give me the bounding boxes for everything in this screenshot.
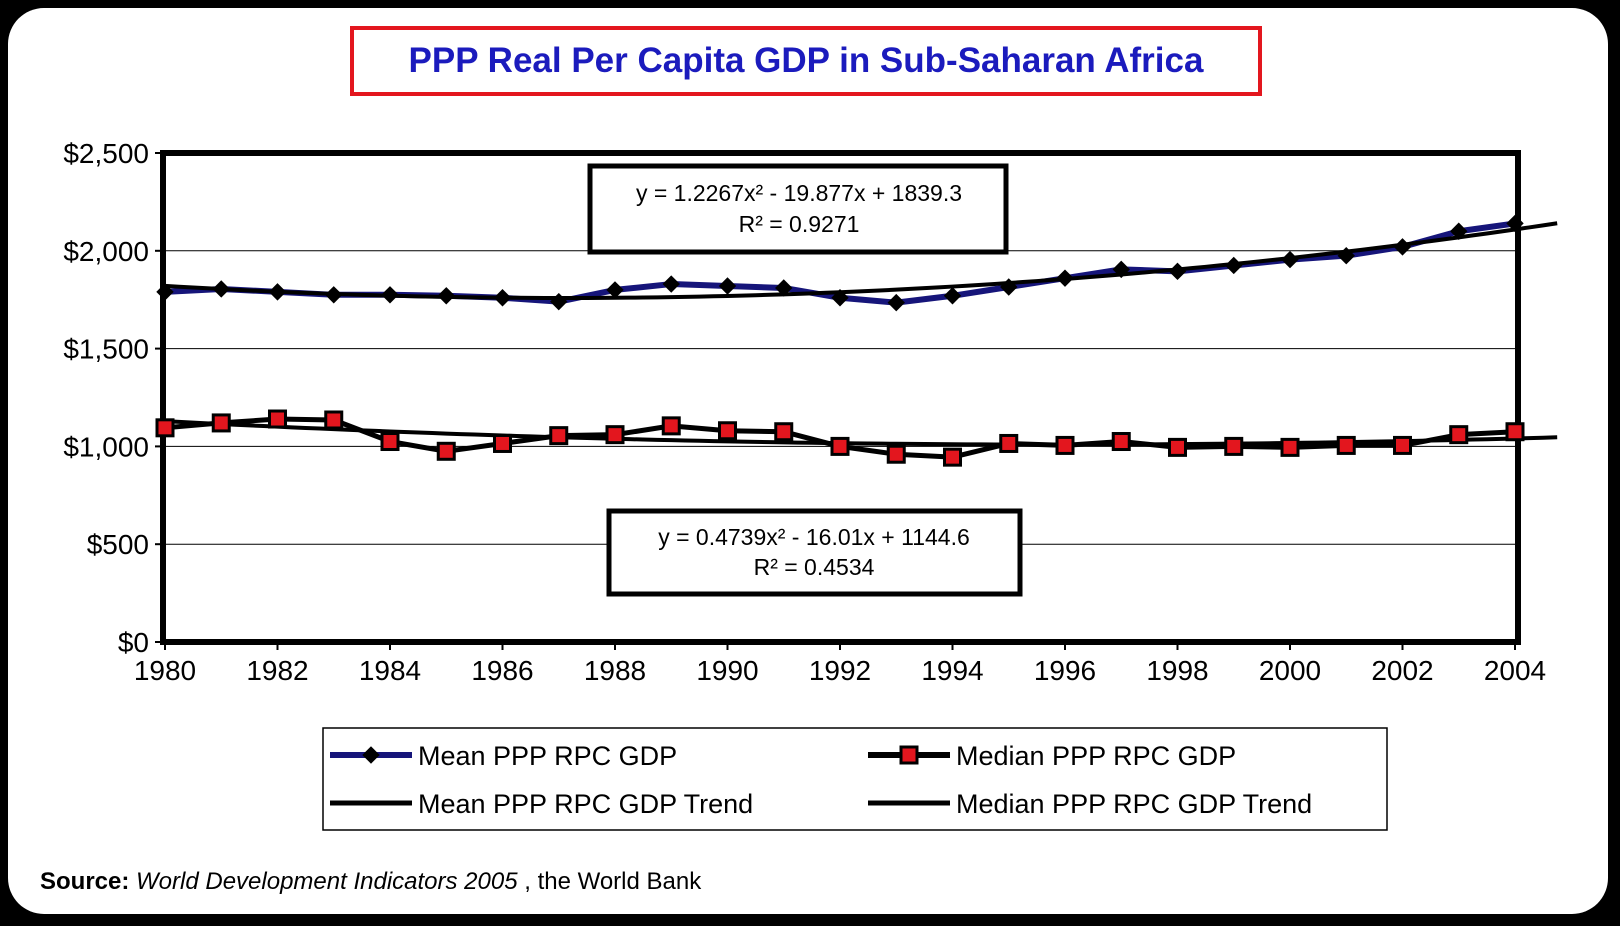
x-tick-label: 2002 xyxy=(1371,655,1433,686)
median-point xyxy=(268,409,287,429)
median-point xyxy=(830,436,850,456)
source-rest: , the World Bank xyxy=(517,868,702,895)
median-point xyxy=(1224,436,1244,456)
median-point xyxy=(774,422,794,442)
chart-title: PPP Real Per Capita GDP in Sub-Saharan A… xyxy=(408,41,1204,80)
x-tick-label: 2000 xyxy=(1259,655,1321,686)
legend: Mean PPP RPC GDP Median PPP RPC GDP Mean… xyxy=(322,727,1388,831)
median-point xyxy=(605,425,625,445)
mean-point xyxy=(831,289,849,307)
y-tick-label: $1,000 xyxy=(63,431,149,462)
mean-point xyxy=(493,289,512,307)
legend-label-median-trend: Median PPP RPC GDP Trend xyxy=(956,789,1312,819)
x-tick-label: 1996 xyxy=(1034,655,1096,686)
y-tick-label: $500 xyxy=(87,529,149,560)
mean-point xyxy=(1168,262,1187,281)
series-layer xyxy=(155,214,1558,467)
median-point xyxy=(1393,435,1412,455)
median-point xyxy=(1055,435,1075,455)
x-tick-label: 1988 xyxy=(584,655,646,686)
mean-point xyxy=(1506,214,1524,233)
median-trend-line xyxy=(164,419,1558,447)
x-tick-label: 2004 xyxy=(1484,655,1546,686)
mean-point xyxy=(606,281,624,299)
median-point xyxy=(493,433,512,453)
annotation-median-equation: y = 0.4739x² - 16.01x + 1144.6 xyxy=(658,524,970,550)
median-point xyxy=(661,416,681,436)
y-axis-ticks: $2,500 $2,000 $1,500 $1,000 $500 $0 xyxy=(63,138,165,658)
mean-point xyxy=(943,287,962,305)
median-point xyxy=(549,426,569,446)
legend-label-mean: Mean PPP RPC GDP xyxy=(418,741,677,771)
mean-point xyxy=(381,286,399,304)
x-tick-label: 1986 xyxy=(471,655,533,686)
mean-point xyxy=(550,292,568,311)
mean-point xyxy=(156,283,174,301)
mean-point xyxy=(662,275,680,293)
median-point xyxy=(436,441,456,461)
annotation-mean-r2: R² = 0.9271 xyxy=(739,211,860,237)
median-point xyxy=(380,432,400,452)
mean-point xyxy=(1281,250,1299,269)
median-point xyxy=(324,410,344,430)
mean-point xyxy=(775,279,793,297)
mean-point xyxy=(887,293,905,312)
median-point xyxy=(1505,422,1525,442)
y-tick-label: $2,500 xyxy=(63,138,149,169)
median-point xyxy=(886,444,906,464)
legend-median-marker xyxy=(899,745,919,765)
legend-label-mean-trend: Mean PPP RPC GDP Trend xyxy=(418,789,753,819)
x-tick-label: 1998 xyxy=(1146,655,1208,686)
annotation-median-r2: R² = 0.4534 xyxy=(754,554,875,580)
mean-point xyxy=(268,283,287,301)
source-title: World Development Indicators 2005 xyxy=(136,868,518,895)
annotation-median-trend: y = 0.4739x² - 16.01x + 1144.6 R² = 0.45… xyxy=(606,508,1023,597)
mean-point xyxy=(362,746,380,764)
mean-point xyxy=(1337,246,1355,265)
x-tick-label: 1984 xyxy=(359,655,421,686)
mean-point xyxy=(1225,256,1243,275)
annotation-mean-trend: y = 1.2267x² - 19.877x + 1839.3 R² = 0.9… xyxy=(587,163,1009,255)
mean-point xyxy=(1000,278,1018,296)
x-tick-label: 1980 xyxy=(134,655,196,686)
mean-point xyxy=(1393,238,1412,256)
chart-title-box: PPP Real Per Capita GDP in Sub-Saharan A… xyxy=(350,26,1262,96)
median-point xyxy=(1168,437,1187,457)
x-tick-label: 1990 xyxy=(696,655,758,686)
median-point xyxy=(211,413,231,433)
x-tick-label: 1982 xyxy=(246,655,308,686)
median-point xyxy=(1280,437,1300,457)
y-tick-label: $2,000 xyxy=(63,236,149,267)
median-point xyxy=(943,447,962,467)
legend-swatches xyxy=(330,745,950,806)
x-tick-label: 1994 xyxy=(921,655,983,686)
median-point xyxy=(1111,432,1131,452)
mean-point xyxy=(1112,260,1130,279)
source-label: Source: xyxy=(40,868,130,895)
mean-point xyxy=(437,287,455,305)
annotation-mean-equation: y = 1.2267x² - 19.877x + 1839.3 xyxy=(636,180,962,206)
median-point xyxy=(718,421,737,441)
median-point xyxy=(1336,435,1356,455)
y-tick-label: $1,500 xyxy=(63,334,149,365)
y-tick-label: $0 xyxy=(118,627,149,658)
median-point xyxy=(999,433,1019,453)
median-point xyxy=(1449,425,1469,445)
mean-point xyxy=(1056,269,1074,287)
mean-point xyxy=(718,277,737,295)
mean-point xyxy=(1450,222,1468,240)
median-point xyxy=(155,418,175,438)
x-axis-ticks: 1980 1982 1984 1986 1988 1990 1992 1994 1996 1998… xyxy=(134,642,1546,686)
legend-label-median: Median PPP RPC GDP xyxy=(956,741,1236,771)
mean-point xyxy=(325,286,343,304)
source-note: Source: World Development Indicators 200… xyxy=(40,868,701,896)
x-tick-label: 1992 xyxy=(809,655,871,686)
mean-point xyxy=(212,280,230,298)
legend-box xyxy=(322,727,1388,831)
